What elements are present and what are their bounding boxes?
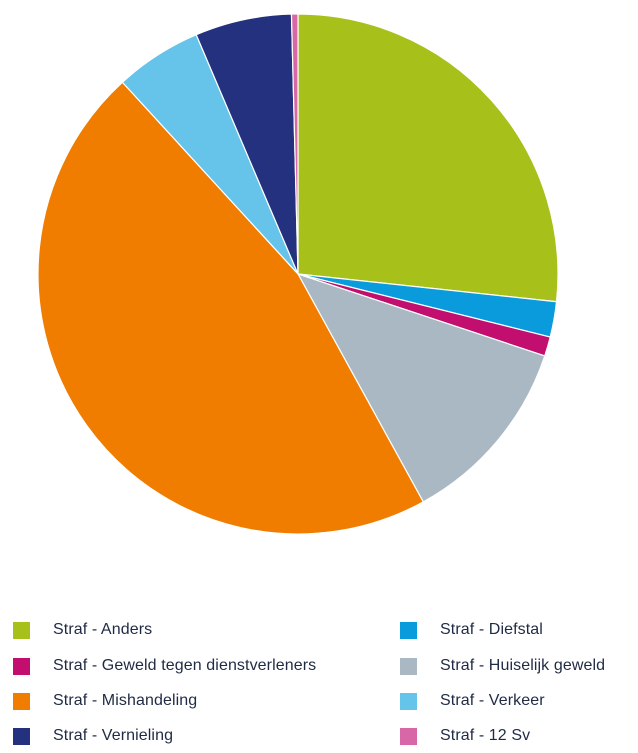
legend-label: Straf - Vernieling	[53, 727, 174, 744]
legend-label: Straf - Geweld tegen dienstverleners	[53, 657, 317, 674]
legend-label: Straf - Anders	[53, 621, 153, 638]
legend-label: Straf - Verkeer	[440, 692, 545, 709]
legend-label: Straf - Diefstal	[440, 621, 543, 638]
legend: Straf - Anders Straf - Geweld tegen dien…	[0, 612, 638, 753]
legend-swatch	[400, 621, 417, 639]
legend-swatch	[13, 621, 30, 639]
legend-item: Straf - Anders	[13, 616, 152, 644]
pie-slice	[296, 272, 546, 503]
pie-chart	[37, 13, 559, 535]
legend-item: Straf - Geweld tegen dienstverleners	[13, 652, 316, 680]
legend-swatch	[13, 692, 30, 710]
legend-item: Straf - 12 Sv	[400, 722, 530, 750]
legend-item: Straf - Huiselijk geweld	[400, 652, 605, 680]
legend-swatch	[13, 727, 30, 745]
legend-item: Straf - Mishandeling	[13, 687, 197, 715]
legend-label: Straf - 12 Sv	[440, 727, 531, 744]
legend-swatch	[13, 657, 30, 675]
pie-slice	[290, 13, 299, 275]
legend-item: Straf - Vernieling	[13, 722, 173, 750]
legend-label: Straf - Mishandeling	[53, 692, 198, 709]
legend-item: Straf - Verkeer	[400, 687, 545, 715]
legend-item: Straf - Diefstal	[400, 616, 543, 644]
legend-swatch	[400, 727, 417, 745]
legend-label: Straf - Huiselijk geweld	[440, 657, 606, 674]
pie-slice	[37, 81, 425, 535]
legend-swatch	[400, 657, 417, 675]
legend-swatch	[400, 692, 417, 710]
pie-slice	[297, 13, 559, 303]
